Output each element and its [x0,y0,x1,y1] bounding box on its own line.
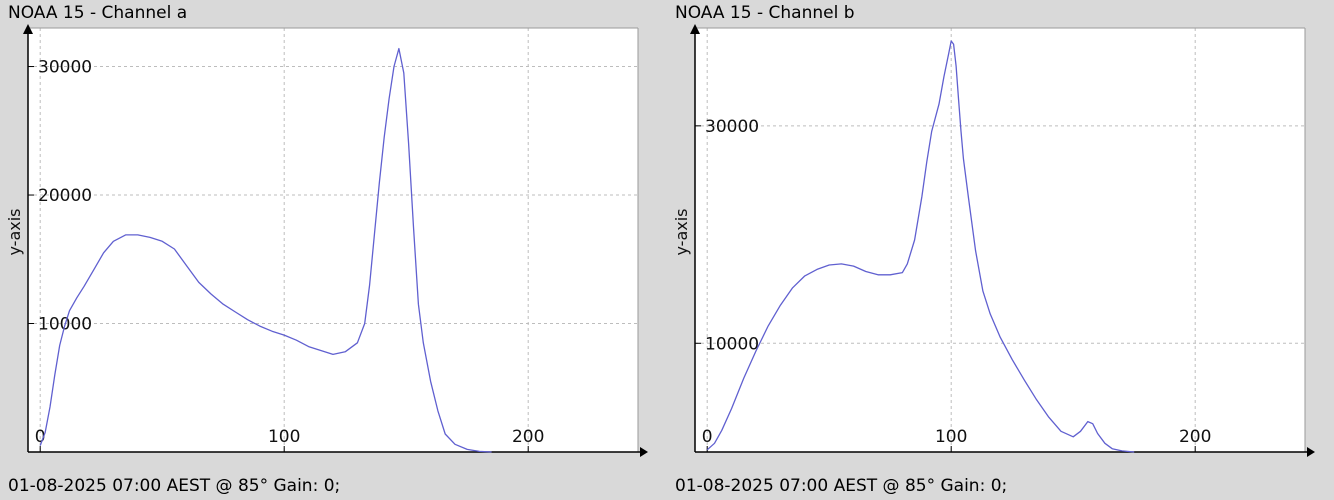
series-line [706,40,1135,453]
x-tick-label: 100 [268,427,300,447]
status-footer: 01-08-2025 07:00 AEST @ 85° Gain: 0; [8,476,341,496]
y-tick-label: 10000 [705,334,759,354]
y-tick-label: 20000 [38,186,92,206]
plot-area [695,28,1305,452]
x-tick-label: 200 [1179,427,1211,447]
series-line [39,47,492,453]
chart-title: NOAA 15 - Channel b [675,3,855,23]
x-tick-label: 200 [512,427,544,447]
y-axis-title: y-axis [5,208,24,255]
chart-panel-b: 0 100 200 10000 30000 y-axis NOAA 15 - Channe… [667,0,1334,500]
plot-area [28,28,638,452]
x-tick-label: 0 [35,427,46,447]
x-axis-arrow [640,447,648,457]
x-axis-arrow [1307,447,1315,457]
chart-title: NOAA 15 - Channel a [8,3,188,23]
status-footer: 01-08-2025 07:00 AEST @ 85° Gain: 0; [675,476,1008,496]
y-axis-arrow [690,24,700,34]
x-tick-label: 100 [935,427,967,447]
x-tick-label: 0 [702,427,713,447]
y-tick-label: 30000 [38,58,92,78]
y-axis-arrow [23,24,33,34]
y-axis-title: y-axis [672,208,691,255]
chart-b: 0 100 200 10000 30000 y-axis [672,24,1315,457]
y-tick-label: 30000 [705,117,759,137]
chart-panel-a: 0 100 200 10000 20000 30000 y-axis NOAA 15 - C… [5,3,648,496]
